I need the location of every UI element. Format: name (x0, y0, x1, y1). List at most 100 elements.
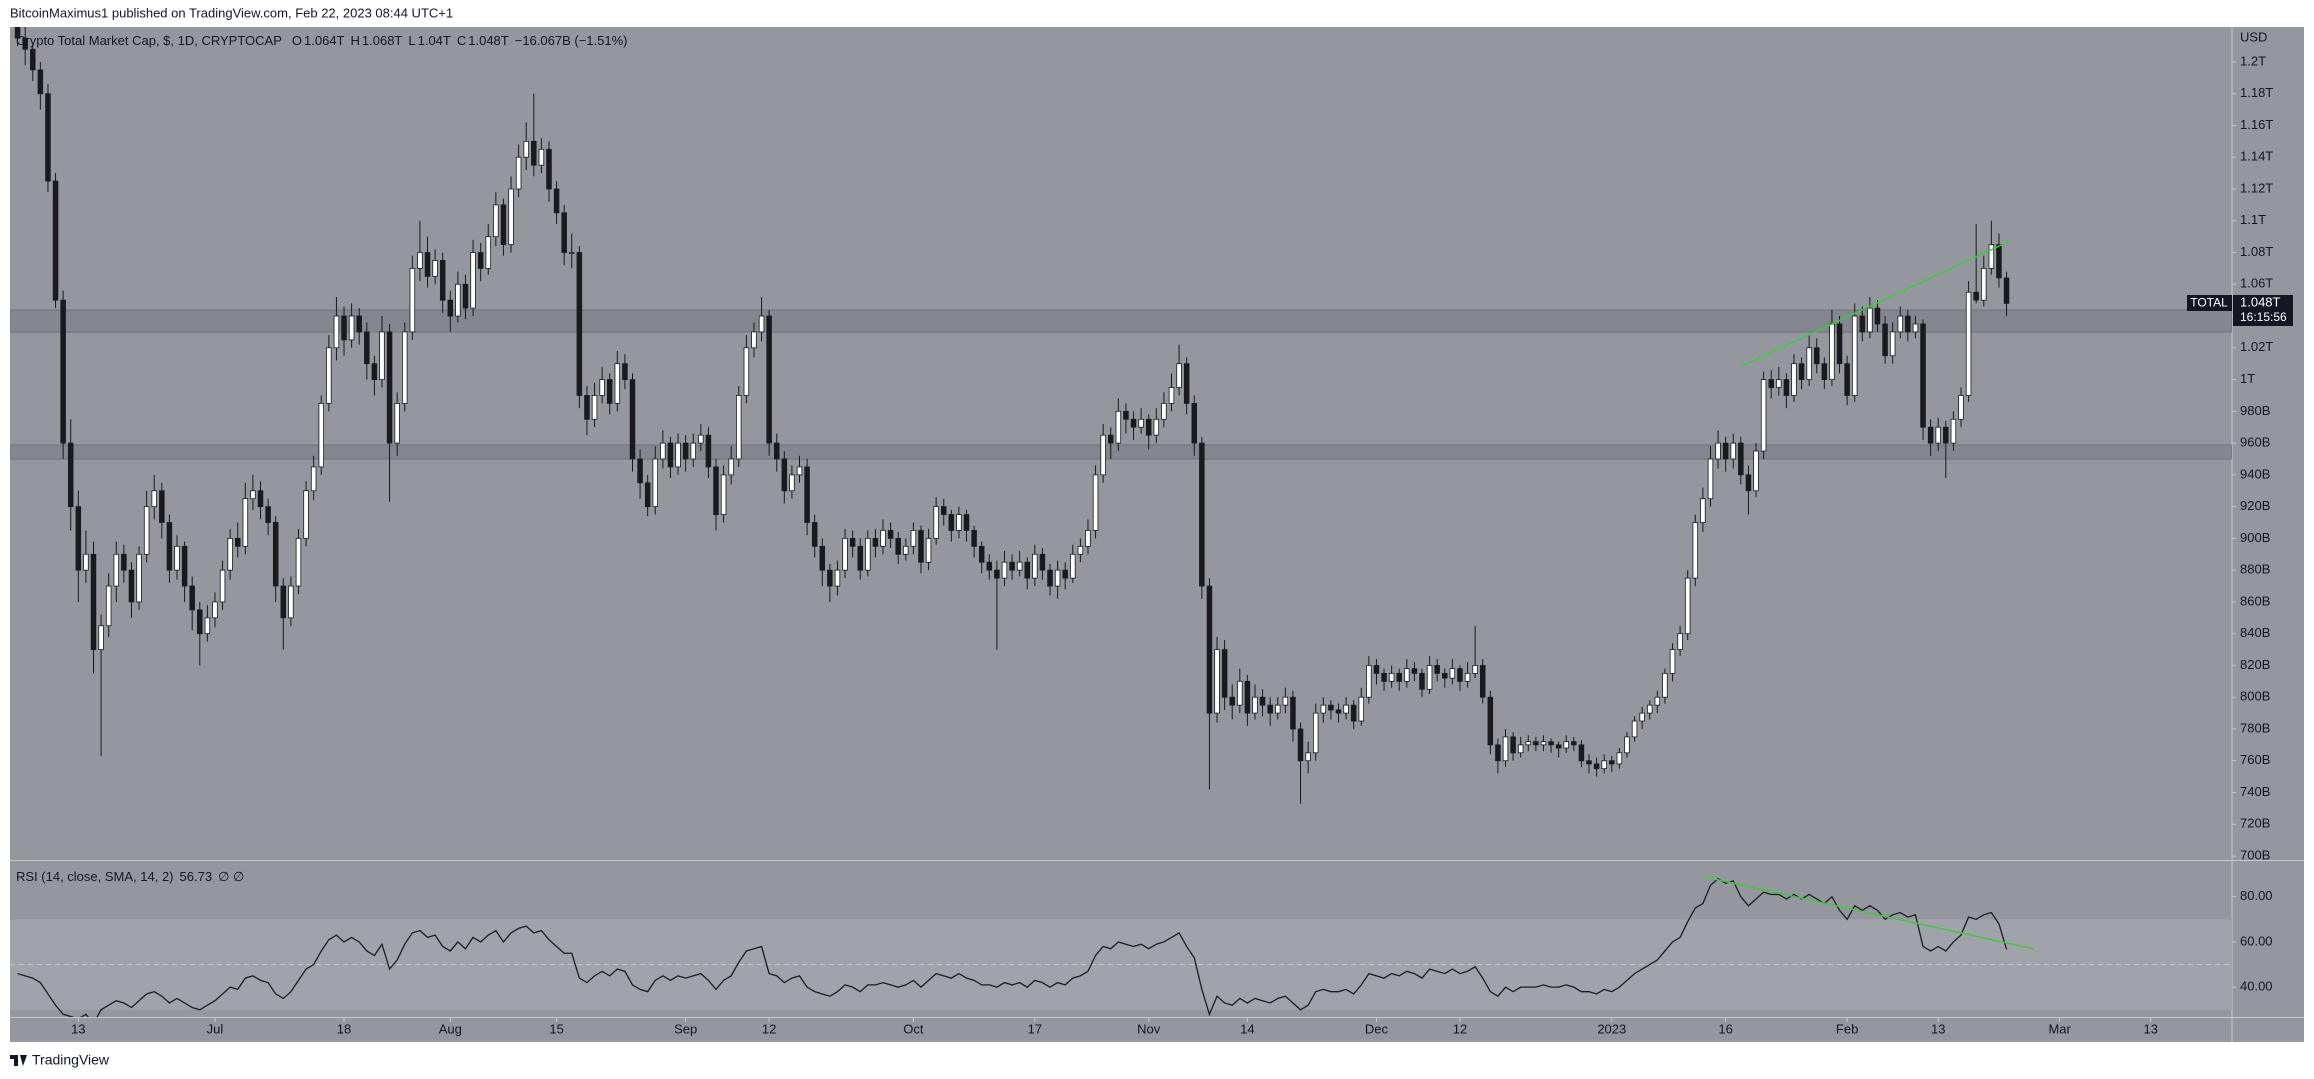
candle-body (758, 315, 765, 333)
candle-body (477, 252, 484, 269)
candle-body (1221, 649, 1228, 698)
candle-body (811, 522, 818, 547)
candle-body (364, 331, 370, 365)
legend-value: 1.048T (468, 33, 509, 48)
support-zone (10, 444, 2232, 460)
y-tick-label: 40.00 (2240, 979, 2273, 994)
candle-body (1153, 418, 1160, 436)
candle-body (1768, 379, 1774, 388)
candle-body (789, 474, 795, 492)
candle-body (30, 48, 36, 71)
candle-body (310, 466, 317, 492)
candle-body (1381, 672, 1387, 682)
candle-body (963, 514, 970, 531)
ohlc-legend: O 1.064T H 1.068T L 1.04T C 1.048T (288, 33, 509, 48)
candle-body (288, 585, 294, 619)
candle-body (227, 537, 233, 571)
candle-body (1510, 736, 1516, 754)
x-tick-label: Nov (1137, 1021, 1161, 1036)
candle-body (485, 236, 492, 269)
candle-body (1411, 668, 1418, 674)
trend-line (1704, 876, 2035, 950)
y-tick-label: 60.00 (2240, 933, 2273, 948)
candle-body (280, 585, 287, 619)
candle-body (371, 363, 378, 380)
candle-body (151, 490, 157, 508)
candle-body (1965, 291, 1972, 396)
candle-body (1889, 331, 1896, 357)
candle-body (22, 37, 28, 50)
candle-body (105, 585, 112, 627)
last-price-tag (2233, 295, 2293, 326)
candle-body (1206, 585, 1213, 714)
candle-body (1882, 323, 1888, 357)
candle-body (1943, 426, 1949, 444)
candle-body (1859, 315, 1866, 333)
candle-body (1457, 668, 1463, 682)
candles (14, 27, 2010, 804)
legend-key: C (456, 33, 467, 48)
candle-body (1502, 736, 1509, 762)
x-tick-label: Sep (674, 1021, 697, 1036)
candle-body (538, 148, 545, 166)
x-tick-label: Oct (903, 1021, 924, 1036)
candle-body (872, 537, 879, 547)
candle-body (743, 347, 750, 396)
candle-body (1001, 561, 1008, 579)
candle-body (1905, 315, 1911, 333)
candle-body (1016, 561, 1023, 571)
candle-body (295, 537, 302, 587)
candle-body (1707, 458, 1714, 500)
candle-body (606, 379, 613, 404)
candle-body (136, 553, 142, 603)
candle-body (1692, 522, 1699, 579)
candle-body (67, 442, 74, 508)
candle-body (303, 490, 309, 539)
candle-body (1077, 545, 1084, 555)
candle-body (500, 204, 507, 245)
candle-body (1867, 307, 1873, 333)
candle-body (1449, 668, 1456, 679)
candle-body (1107, 434, 1114, 444)
candle-body (128, 569, 135, 603)
main-pane (10, 27, 2232, 804)
candle-body (1760, 379, 1767, 452)
candle-body (52, 180, 59, 301)
candle-body (394, 402, 400, 444)
candle-body (1495, 744, 1501, 762)
y-tick-label: 820B (2240, 657, 2270, 672)
candle-body (986, 561, 993, 571)
x-tick-label: 13 (2144, 1021, 2158, 1036)
candle-body (1259, 696, 1266, 706)
candle-body (781, 458, 788, 492)
rsi-legend: RSI (14, close, SMA, 14, 2) 56.73 ∅ ∅ (16, 869, 244, 885)
candle-body (401, 331, 408, 404)
candle-body (1806, 347, 1812, 380)
candle-body (1609, 760, 1615, 765)
candle-body (424, 252, 431, 277)
y-tick-label: 1.14T (2240, 149, 2273, 164)
y-tick-label: 80.00 (2240, 888, 2273, 903)
y-tick-label: 960B (2240, 435, 2270, 450)
candle-body (318, 402, 325, 468)
legend-title: Crypto Total Market Cap, $, 1D, CRYPTOCA… (16, 33, 282, 48)
candle-body (1092, 474, 1099, 531)
y-tick-label: 1T (2240, 371, 2255, 386)
candle-body (994, 569, 1000, 579)
candle-body (1404, 668, 1410, 682)
candle-body (1130, 418, 1137, 428)
legend-value: 1.064T (304, 33, 345, 48)
x-tick-label: Aug (439, 1021, 462, 1036)
y-tick-label: 1.1T (2240, 212, 2266, 227)
candle-body (569, 252, 575, 254)
y-tick-label: 900B (2240, 530, 2270, 545)
candle-body (1981, 268, 1987, 301)
candle-body (379, 331, 385, 380)
candle-body (1540, 741, 1547, 746)
candle-body (37, 69, 44, 95)
candle-body (849, 537, 856, 547)
candle-body (880, 530, 886, 547)
candle-body (1646, 704, 1653, 714)
candle-body (1191, 402, 1198, 444)
